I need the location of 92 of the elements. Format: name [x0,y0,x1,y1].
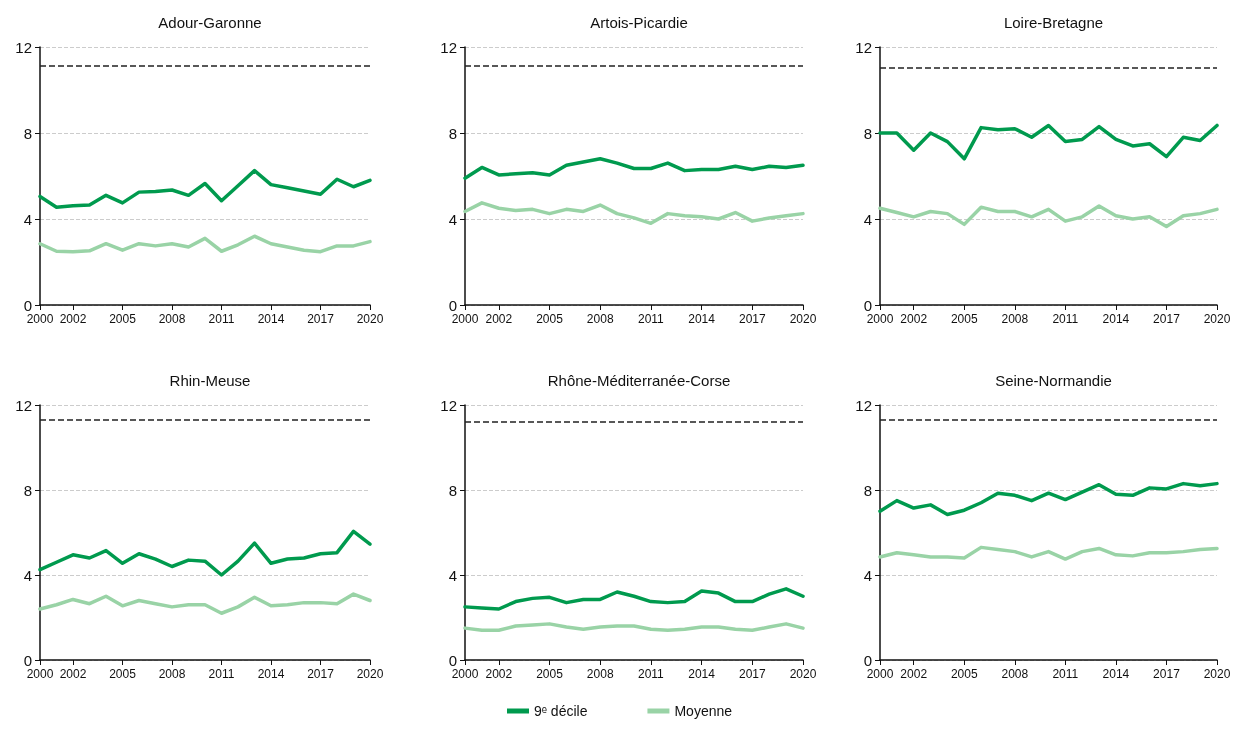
x-tick-label: 2020 [356,312,384,326]
x-tick-label: 2017 [307,667,335,681]
x-tick-label: 2000 [866,667,894,681]
x-tick-label: 2020 [356,667,384,681]
line-series [878,481,1219,517]
x-tick-label: 2014 [688,667,716,681]
x-tick-label: 2011 [637,667,665,681]
x-tick-label: 2014 [688,312,716,326]
x-tick-label: 2014 [1102,312,1130,326]
y-tick-label: 8 [23,124,32,142]
chart-title: Loire-Bretagne [1003,14,1104,31]
x-tick-label: 2020 [789,312,817,326]
x-tick-label: 2005 [950,312,978,326]
x-tick-label: 2002 [59,667,87,681]
x-tick-label: 2014 [1102,667,1130,681]
x-tick-label: 2002 [59,312,87,326]
x-tick-label: 2008 [158,667,186,681]
y-tick-label: 12 [440,396,457,414]
x-tick-label: 2008 [1001,667,1029,681]
x-tick-label: 2000 [866,312,894,326]
y-tick-label: 12 [855,396,872,414]
y-tick-label: 8 [23,481,32,499]
line-series [463,157,805,180]
y-tick-label: 0 [23,296,32,314]
x-tick-label: 2017 [738,312,766,326]
chart-title: Artois-Picardie [590,14,688,31]
x-tick-label: 2011 [637,312,665,326]
y-tick-label: 4 [23,210,32,228]
y-tick-label: 8 [863,481,872,499]
x-tick-label: 2005 [536,312,564,326]
y-tick-label: 4 [448,210,457,228]
y-tick-label: 12 [855,38,872,56]
x-tick-label: 2008 [586,667,614,681]
line-series [38,529,372,577]
chart-title: Adour-Garonne [158,14,262,31]
x-tick-label: 2011 [1052,667,1079,681]
x-tick-label: 2017 [1153,667,1181,681]
x-tick-label: 2014 [257,667,285,681]
x-tick-label: 2000 [451,312,479,326]
x-tick-label: 2005 [536,667,564,681]
x-tick-label: 2017 [307,312,335,326]
x-tick-label: 2017 [738,667,766,681]
y-tick-label: 8 [863,124,872,142]
x-tick-label: 2000 [451,667,479,681]
x-tick-label: 2011 [208,312,235,326]
y-tick-label: 4 [448,566,457,584]
chart-title: Seine-Normandie [995,372,1112,389]
x-tick-label: 2002 [485,312,513,326]
line-series [38,592,372,615]
x-tick-label: 2005 [109,312,137,326]
y-tick-label: 4 [863,210,872,228]
x-tick-label: 2002 [900,667,928,681]
line-series [463,201,805,226]
x-tick-label: 2000 [26,667,54,681]
x-tick-label: 2008 [586,312,614,326]
y-tick-label: 0 [863,296,872,314]
legend-label: 9ᵉ décile [533,703,588,719]
y-tick-label: 12 [440,38,457,56]
x-tick-label: 2000 [26,312,54,326]
y-tick-label: 4 [863,566,872,584]
x-tick-label: 2014 [257,312,285,326]
line-series [878,545,1219,561]
y-tick-label: 8 [448,124,457,142]
line-series [878,123,1219,161]
x-tick-label: 2011 [1052,312,1079,326]
line-series [463,587,805,611]
line-series [878,204,1219,229]
y-tick-label: 0 [448,296,457,314]
x-tick-label: 2008 [158,312,186,326]
y-tick-label: 0 [23,651,32,669]
x-tick-label: 2005 [109,667,137,681]
y-tick-label: 4 [23,566,32,584]
x-tick-label: 2011 [208,667,235,681]
y-tick-label: 0 [863,651,872,669]
legend-label: Moyenne [674,703,733,719]
line-series [38,168,372,209]
y-tick-label: 12 [15,396,32,414]
y-tick-label: 12 [15,38,32,56]
x-tick-label: 2002 [900,312,928,326]
line-series [463,622,805,632]
y-tick-label: 0 [448,651,457,669]
line-series [38,234,372,254]
chart-title: Rhône-Méditerranée-Corse [547,372,731,389]
x-tick-label: 2017 [1153,312,1181,326]
x-tick-label: 2002 [485,667,513,681]
chart-title: Rhin-Meuse [169,372,251,389]
y-tick-label: 8 [448,481,457,499]
x-tick-label: 2005 [950,667,978,681]
x-tick-label: 2008 [1001,312,1029,326]
x-tick-label: 2020 [1203,312,1231,326]
x-tick-label: 2020 [789,667,817,681]
x-tick-label: 2020 [1203,667,1231,681]
